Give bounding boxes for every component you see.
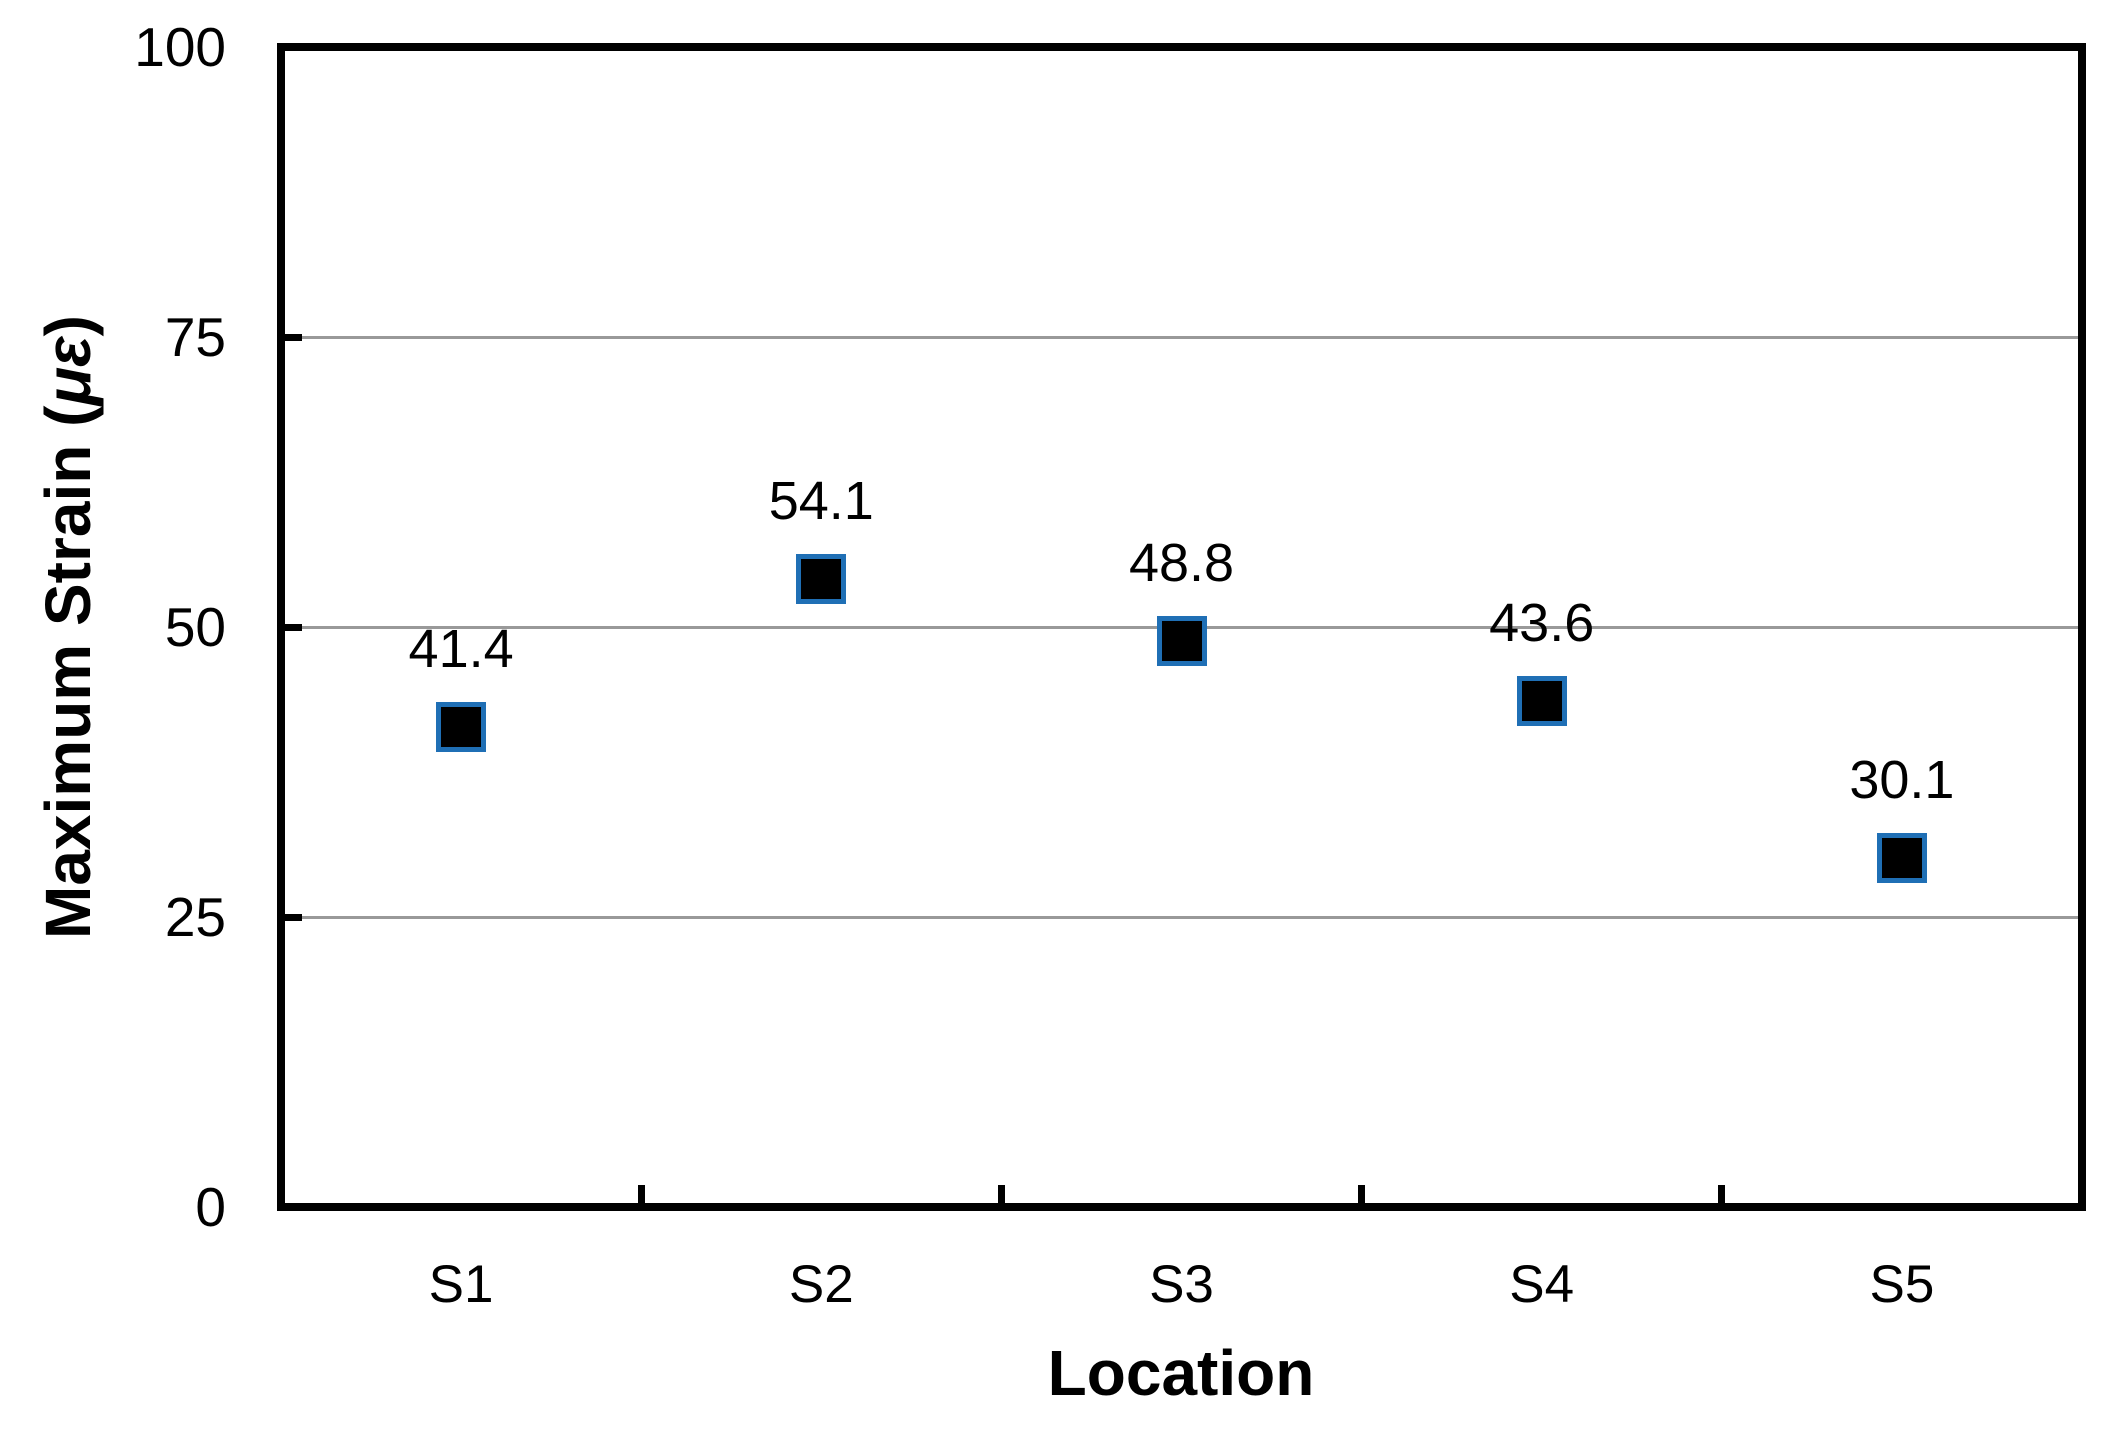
y-tick-label: 100 bbox=[134, 16, 226, 78]
y-axis-tick bbox=[285, 333, 302, 341]
y-tick-label: 0 bbox=[195, 1176, 226, 1238]
x-category-label: S5 bbox=[1869, 1255, 1935, 1314]
y-tick-label: 25 bbox=[164, 886, 226, 948]
data-point-label: 48.8 bbox=[1128, 532, 1235, 593]
x-axis-tick bbox=[1358, 1185, 1366, 1203]
data-point-marker bbox=[1516, 676, 1567, 727]
x-category-label: S3 bbox=[1149, 1255, 1214, 1314]
data-point-label: 54.1 bbox=[768, 471, 874, 532]
data-point-label: 41.4 bbox=[408, 618, 514, 679]
data-point-marker bbox=[436, 701, 487, 752]
data-point-label: 30.1 bbox=[1849, 749, 1955, 810]
x-axis-title: Location bbox=[1047, 1337, 1315, 1409]
x-axis-tick bbox=[637, 1185, 645, 1203]
x-axis-tick bbox=[997, 1185, 1005, 1203]
data-point-label: 43.6 bbox=[1489, 593, 1595, 654]
plot-area bbox=[277, 43, 2086, 1211]
y-gridline bbox=[285, 915, 2078, 919]
y-gridline bbox=[285, 335, 2078, 339]
x-category-label: S2 bbox=[788, 1255, 854, 1314]
x-category-label: S4 bbox=[1509, 1255, 1575, 1314]
y-axis-title-prefix: Maximum Strain ( bbox=[32, 405, 104, 939]
y-axis-tick bbox=[285, 623, 302, 631]
data-point-marker bbox=[1156, 615, 1207, 666]
data-point-marker bbox=[1876, 832, 1927, 883]
y-tick-label: 75 bbox=[164, 306, 226, 368]
data-point-marker bbox=[796, 554, 847, 605]
y-tick-label: 50 bbox=[164, 596, 226, 658]
x-axis-tick bbox=[1718, 1185, 1726, 1203]
y-axis-tick bbox=[285, 913, 302, 921]
x-category-label: S1 bbox=[428, 1255, 494, 1314]
